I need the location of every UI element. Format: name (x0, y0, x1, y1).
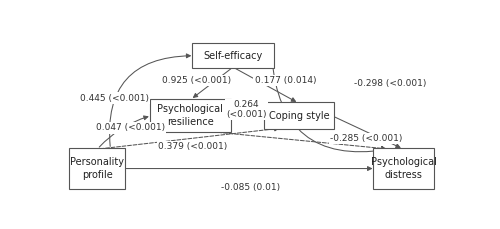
Text: Psychological
resilience: Psychological resilience (158, 104, 224, 127)
Text: -0.085 (0.01): -0.085 (0.01) (221, 183, 280, 192)
FancyArrowPatch shape (99, 116, 148, 147)
Text: -0.298 (<0.001): -0.298 (<0.001) (354, 79, 426, 88)
Text: 0.264
(<0.001): 0.264 (<0.001) (226, 100, 267, 119)
FancyBboxPatch shape (374, 148, 434, 189)
Text: 0.177 (0.014): 0.177 (0.014) (254, 76, 316, 85)
FancyBboxPatch shape (192, 43, 274, 68)
FancyArrowPatch shape (212, 132, 386, 150)
FancyArrowPatch shape (126, 167, 372, 170)
FancyArrowPatch shape (232, 114, 262, 117)
Text: Psychological
distress: Psychological distress (370, 157, 436, 180)
FancyBboxPatch shape (264, 102, 334, 129)
FancyArrowPatch shape (272, 58, 386, 152)
FancyArrowPatch shape (110, 54, 190, 146)
FancyArrowPatch shape (236, 68, 296, 101)
FancyArrowPatch shape (194, 69, 231, 97)
FancyBboxPatch shape (70, 148, 126, 189)
Text: 0.047 (<0.001): 0.047 (<0.001) (96, 123, 165, 133)
Text: Personality
profile: Personality profile (70, 157, 124, 180)
FancyArrowPatch shape (334, 117, 400, 148)
Text: Coping style: Coping style (268, 111, 329, 121)
Text: 0.445 (<0.001): 0.445 (<0.001) (80, 93, 150, 103)
Text: -0.285 (<0.001): -0.285 (<0.001) (330, 134, 403, 143)
Text: 0.379 (<0.001): 0.379 (<0.001) (158, 142, 227, 151)
FancyBboxPatch shape (150, 99, 231, 132)
Text: Self-efficacy: Self-efficacy (204, 51, 262, 61)
Text: 0.925 (<0.001): 0.925 (<0.001) (162, 76, 231, 85)
FancyArrowPatch shape (100, 127, 278, 149)
